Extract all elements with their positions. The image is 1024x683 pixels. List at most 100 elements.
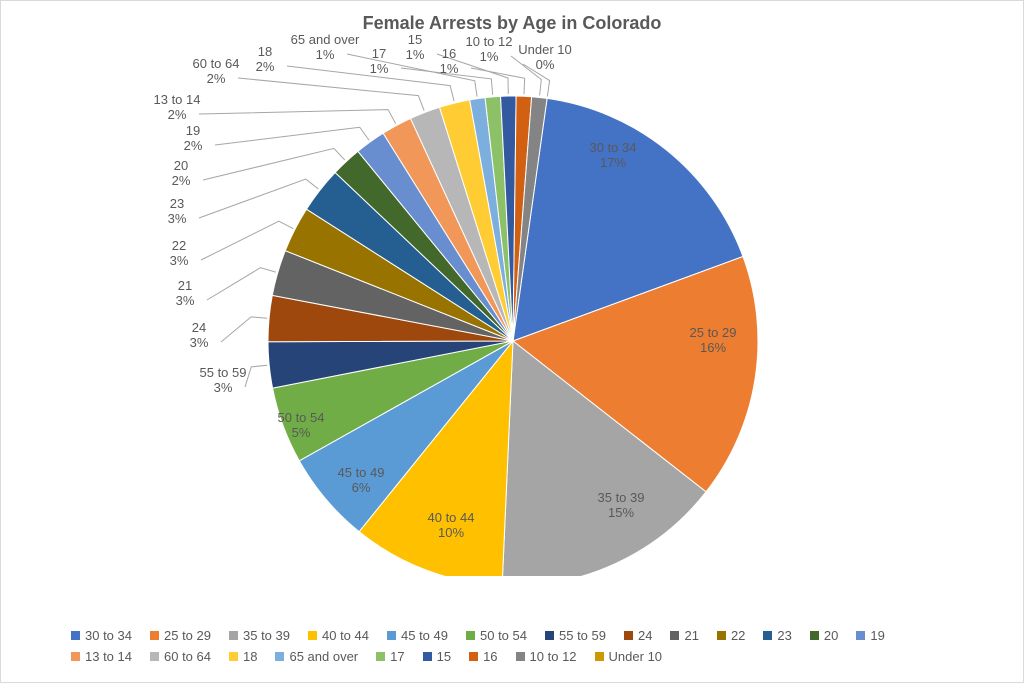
legend-swatch <box>670 631 679 640</box>
legend-label: 45 to 49 <box>401 628 448 643</box>
legend-swatch <box>71 652 80 661</box>
legend-swatch <box>308 631 317 640</box>
legend-label: 60 to 64 <box>164 649 211 664</box>
slice-label: Under 100% <box>518 43 571 73</box>
slice-label: 161% <box>440 47 459 77</box>
slice-label: 65 and over1% <box>291 33 360 63</box>
slice-label: 213% <box>176 279 195 309</box>
legend-item: 24 <box>624 628 652 643</box>
legend-item: 22 <box>717 628 745 643</box>
legend-item: 16 <box>469 649 497 664</box>
legend-item: 45 to 49 <box>387 628 448 643</box>
legend-item: 65 and over <box>275 649 358 664</box>
legend-swatch <box>810 631 819 640</box>
legend-item: 13 to 14 <box>71 649 132 664</box>
slice-label: 13 to 142% <box>154 93 201 123</box>
legend-label: 50 to 54 <box>480 628 527 643</box>
leader-line <box>245 365 267 387</box>
legend: 30 to 34 25 to 29 35 to 39 40 to 44 45 to 49… <box>71 628 953 664</box>
chart-title: Female Arrests by Age in Colorado <box>1 13 1023 34</box>
legend-swatch <box>229 631 238 640</box>
legend-label: 35 to 39 <box>243 628 290 643</box>
legend-label: 13 to 14 <box>85 649 132 664</box>
pie-area: 30 to 3417% 25 to 2916% 35 to 3915% 40 to 4… <box>1 36 1024 576</box>
legend-item: 50 to 54 <box>466 628 527 643</box>
leader-line <box>201 221 293 260</box>
legend-item: 55 to 59 <box>545 628 606 643</box>
slice-label: 25 to 2916% <box>690 326 737 356</box>
legend-label: 65 and over <box>289 649 358 664</box>
legend-label: 22 <box>731 628 745 643</box>
slice-label: 243% <box>190 321 209 351</box>
legend-label: 20 <box>824 628 838 643</box>
slice-label: 171% <box>370 47 389 77</box>
legend-swatch <box>71 631 80 640</box>
legend-swatch <box>856 631 865 640</box>
legend-label: 21 <box>684 628 698 643</box>
slice-label: 45 to 496% <box>338 466 385 496</box>
legend-swatch <box>763 631 772 640</box>
legend-label: 25 to 29 <box>164 628 211 643</box>
slice-label: 192% <box>184 124 203 154</box>
legend-item: Under 10 <box>595 649 662 664</box>
legend-swatch <box>387 631 396 640</box>
legend-swatch <box>717 631 726 640</box>
legend-swatch <box>150 652 159 661</box>
legend-swatch <box>516 652 525 661</box>
legend-swatch <box>624 631 633 640</box>
slice-label: 10 to 121% <box>466 35 513 65</box>
slice-label: 60 to 642% <box>193 57 240 87</box>
legend-item: 19 <box>856 628 884 643</box>
leader-line <box>238 78 424 111</box>
slice-label: 40 to 4410% <box>428 511 475 541</box>
legend-label: Under 10 <box>609 649 662 664</box>
legend-swatch <box>423 652 432 661</box>
legend-swatch <box>275 652 284 661</box>
slice-label: 50 to 545% <box>278 411 325 441</box>
legend-label: 40 to 44 <box>322 628 369 643</box>
legend-item: 30 to 34 <box>71 628 132 643</box>
leader-line <box>199 179 318 218</box>
legend-item: 20 <box>810 628 838 643</box>
legend-label: 55 to 59 <box>559 628 606 643</box>
legend-swatch <box>150 631 159 640</box>
legend-label: 17 <box>390 649 404 664</box>
legend-item: 15 <box>423 649 451 664</box>
legend-item: 21 <box>670 628 698 643</box>
slice-label: 35 to 3915% <box>598 491 645 521</box>
legend-item: 23 <box>763 628 791 643</box>
slice-label: 202% <box>172 159 191 189</box>
legend-label: 15 <box>437 649 451 664</box>
leader-line <box>221 317 267 342</box>
slice-label: 233% <box>168 197 187 227</box>
legend-swatch <box>229 652 238 661</box>
leader-line <box>471 68 525 94</box>
chart-container: Female Arrests by Age in Colorado 30 to … <box>0 0 1024 683</box>
leader-line <box>207 268 276 300</box>
slice-label: 151% <box>406 33 425 63</box>
legend-swatch <box>545 631 554 640</box>
leader-line <box>203 148 345 180</box>
leader-line <box>199 110 396 124</box>
legend-label: 24 <box>638 628 652 643</box>
legend-item: 18 <box>229 649 257 664</box>
slice-label: 182% <box>256 45 275 75</box>
legend-item: 40 to 44 <box>308 628 369 643</box>
legend-item: 17 <box>376 649 404 664</box>
legend-label: 18 <box>243 649 257 664</box>
legend-label: 16 <box>483 649 497 664</box>
legend-label: 19 <box>870 628 884 643</box>
legend-swatch <box>466 631 475 640</box>
legend-label: 10 to 12 <box>530 649 577 664</box>
slice-label: 30 to 3417% <box>590 141 637 171</box>
legend-swatch <box>376 652 385 661</box>
slice-label: 223% <box>170 239 189 269</box>
legend-swatch <box>469 652 478 661</box>
leader-line <box>215 127 369 145</box>
legend-item: 25 to 29 <box>150 628 211 643</box>
slice-label: 55 to 593% <box>200 366 247 396</box>
legend-item: 10 to 12 <box>516 649 577 664</box>
legend-item: 60 to 64 <box>150 649 211 664</box>
legend-swatch <box>595 652 604 661</box>
legend-label: 30 to 34 <box>85 628 132 643</box>
